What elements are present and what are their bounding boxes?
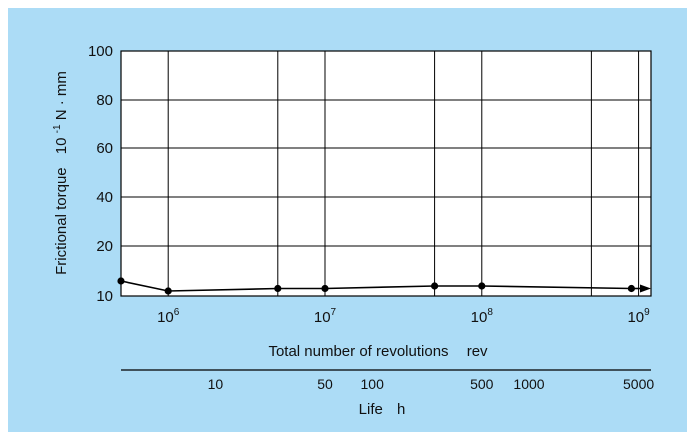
life-axis-label: Life h [359,401,406,418]
y-axis-unit-exp: -1 [52,124,63,133]
y-axis-label-text: Frictional torque [53,167,70,275]
series-group [117,277,651,295]
y-tick-labels: 10 20 40 60 80 100 [88,43,113,305]
x-tick-label: 106 [157,307,180,326]
x-tick-label: 108 [471,307,494,326]
plot-area [120,50,652,297]
data-point [164,287,172,295]
data-point [117,277,125,285]
y-axis-label: Frictional torque 10 -1 N · mm [47,71,70,275]
y-tick-label: 20 [96,238,113,255]
y-tick-label: 80 [96,92,113,109]
x-tick-label: 109 [627,307,650,326]
life-tick-label: 5000 [623,376,654,392]
y-tick-label: 10 [96,288,113,305]
x-axis-label: Total number of revolutions rev [268,343,488,360]
x-axis-unit: rev [467,343,488,360]
x-tick-label: 107 [314,307,337,326]
y-tick-label: 100 [88,43,113,60]
x-tick-labels: 106 107 108 109 [157,307,650,326]
y-tick-label: 40 [96,189,113,206]
life-axis-unit: h [397,401,405,418]
data-point [321,284,329,293]
data-point [478,282,486,290]
y-axis-unit-suffix: N · mm [53,71,70,120]
data-point [430,282,439,290]
life-axis-label-text: Life [359,401,383,418]
y-axis-unit-prefix: 10 [53,137,70,154]
life-tick-labels: 10 50 100 500 1000 5000 [208,376,655,392]
life-tick-label: 1000 [513,376,544,392]
life-tick-label: 50 [317,376,333,392]
life-tick-label: 10 [208,376,224,392]
life-tick-label: 500 [470,376,494,392]
grid-lines [121,51,651,296]
life-tick-label: 100 [361,376,385,392]
data-point [274,284,282,293]
data-point [627,284,636,293]
series-arrow-head [640,284,651,293]
y-tick-label: 60 [96,140,113,157]
x-axis-label-text: Total number of revolutions [268,343,448,360]
